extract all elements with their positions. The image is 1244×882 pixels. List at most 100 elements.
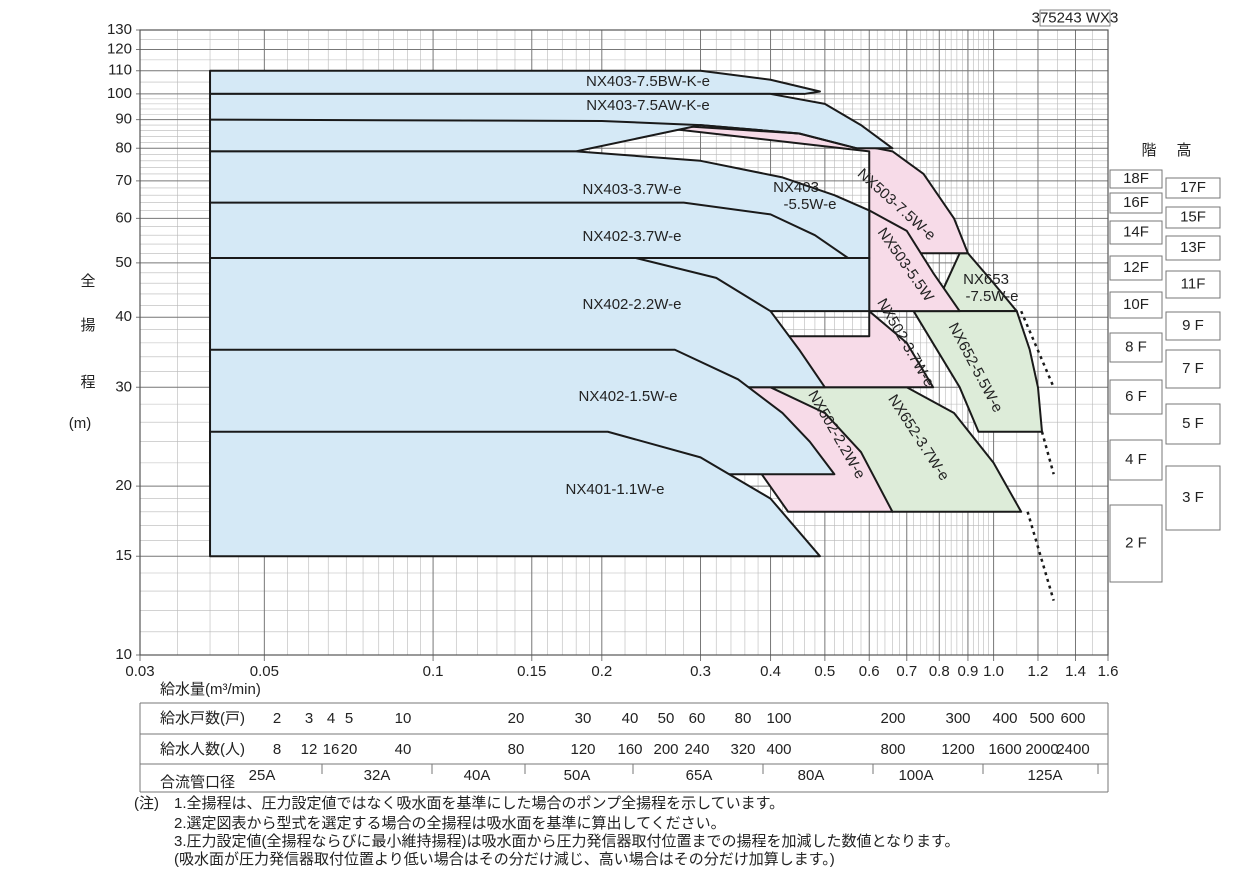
table-row-label: 給水人数(人): [160, 741, 245, 758]
floor-box: [1165, 270, 1221, 299]
y-tick-label: 20: [115, 477, 132, 494]
annotation: NX403: [773, 179, 819, 196]
table-cell: 160: [617, 741, 642, 758]
floor-label: 15F: [1180, 208, 1206, 225]
pump-region: [912, 310, 1043, 433]
table-cell: 3: [305, 710, 313, 727]
floor-box: [1109, 291, 1163, 319]
table-cell: 400: [992, 710, 1017, 727]
floor-label: 16F: [1123, 194, 1149, 211]
table-cell: 400: [766, 741, 791, 758]
floor-label: 6 F: [1125, 388, 1147, 405]
y-tick-label: 130: [107, 21, 132, 38]
floor-box: [1109, 220, 1163, 245]
table-cell: 2400: [1056, 741, 1089, 758]
table-cell: 240: [684, 741, 709, 758]
floor-label: 8 F: [1125, 338, 1147, 355]
table-cell: 4: [327, 710, 335, 727]
table-row-label: 給水戸数(戸): [160, 710, 245, 727]
floor-heading: 高: [1176, 142, 1191, 159]
x-tick-label: 0.2: [591, 663, 612, 680]
curve-line: [210, 118, 858, 150]
floor-label: 2 F: [1125, 534, 1147, 551]
y-axis-label: 程: [80, 374, 95, 391]
table-cell: 120: [570, 741, 595, 758]
y-tick-label: 70: [115, 172, 132, 189]
table-cell: 100: [766, 710, 791, 727]
floor-label: 5 F: [1182, 415, 1204, 432]
table-cell: 1600: [988, 741, 1021, 758]
pump-region: [209, 69, 821, 95]
floor-label: 4 F: [1125, 451, 1147, 468]
floor-box: [1109, 255, 1163, 281]
table-cell: 800: [880, 741, 905, 758]
x-tick-label: 0.9: [958, 663, 979, 680]
x-tick-label: 1.6: [1098, 663, 1119, 680]
x-tick-label: 0.3: [690, 663, 711, 680]
table-cell: 30: [575, 710, 592, 727]
floor-box: [1109, 169, 1163, 189]
y-axis-label: (m): [69, 415, 92, 432]
x-tick-label: 0.15: [517, 663, 546, 680]
table-cell: 40A: [464, 767, 491, 784]
table-cell: 5: [345, 710, 353, 727]
y-axis-label: 全: [80, 273, 95, 290]
x-tick-label: 0.1: [423, 663, 444, 680]
table-cell: 200: [880, 710, 905, 727]
table-cell: 50A: [564, 767, 591, 784]
table-cell: 40: [622, 710, 639, 727]
table-cell: 80A: [798, 767, 825, 784]
pump-label: NX403-7.5BW-K-e: [586, 73, 710, 90]
floor-box: [1165, 206, 1221, 229]
table-cell: 12: [301, 741, 318, 758]
table-cell: 40: [395, 741, 412, 758]
pump-label: NX402-3.7W-e: [583, 228, 682, 245]
y-tick-label: 60: [115, 209, 132, 226]
code-box: [1039, 9, 1111, 27]
floor-box: [1165, 403, 1221, 445]
pump-label: NX401-1.1W-e: [566, 481, 665, 498]
floor-label: 3 F: [1182, 489, 1204, 506]
floor-box: [1109, 504, 1163, 583]
table-cell: 32A: [364, 767, 391, 784]
table-row-label: 合流管口径: [160, 773, 235, 791]
table-cell: 320: [730, 741, 755, 758]
table-cell: 125A: [1027, 767, 1062, 784]
floor-label: 11F: [1181, 275, 1206, 292]
table-cell: 200: [653, 741, 678, 758]
floor-label: 12F: [1123, 259, 1149, 276]
x-tick-label: 1.2: [1028, 663, 1049, 680]
note-line: (吸水面が圧力発信器取付位置より低い場合はその分だけ減じ、高い場合はその分だけ加…: [174, 850, 835, 868]
table-cell: 20: [341, 741, 358, 758]
x-tick-label: 0.4: [760, 663, 781, 680]
extension-line: [1040, 431, 1055, 475]
y-tick-label: 90: [115, 111, 132, 128]
table-cell: 25A: [249, 767, 276, 784]
floor-box: [1165, 465, 1221, 531]
floor-box: [1109, 332, 1163, 363]
x-tick-label: 0.03: [125, 663, 154, 680]
floor-box: [1109, 439, 1163, 481]
y-tick-label: 120: [107, 40, 132, 57]
y-axis-label: 揚: [80, 317, 95, 334]
x-tick-label: 0.8: [929, 663, 950, 680]
table-cell: 65A: [686, 767, 713, 784]
floor-label: 7 F: [1182, 360, 1204, 377]
pump-label: NX403-3.7W-e: [583, 181, 682, 198]
pump-label: NX402-2.2W-e: [583, 296, 682, 313]
table-cell: 1200: [941, 741, 974, 758]
extension-line: [1026, 511, 1055, 601]
y-tick-label: 110: [108, 62, 132, 79]
floor-box: [1165, 349, 1221, 389]
floor-box: [1165, 311, 1221, 341]
y-tick-label: 30: [115, 378, 132, 395]
table-cell: 500: [1029, 710, 1054, 727]
y-tick-label: 100: [107, 85, 132, 102]
floor-label: 9 F: [1182, 317, 1204, 334]
table-cell: 2000: [1025, 741, 1058, 758]
pump-label: -7.5W-e: [965, 288, 1018, 305]
y-tick-label: 50: [115, 254, 132, 271]
